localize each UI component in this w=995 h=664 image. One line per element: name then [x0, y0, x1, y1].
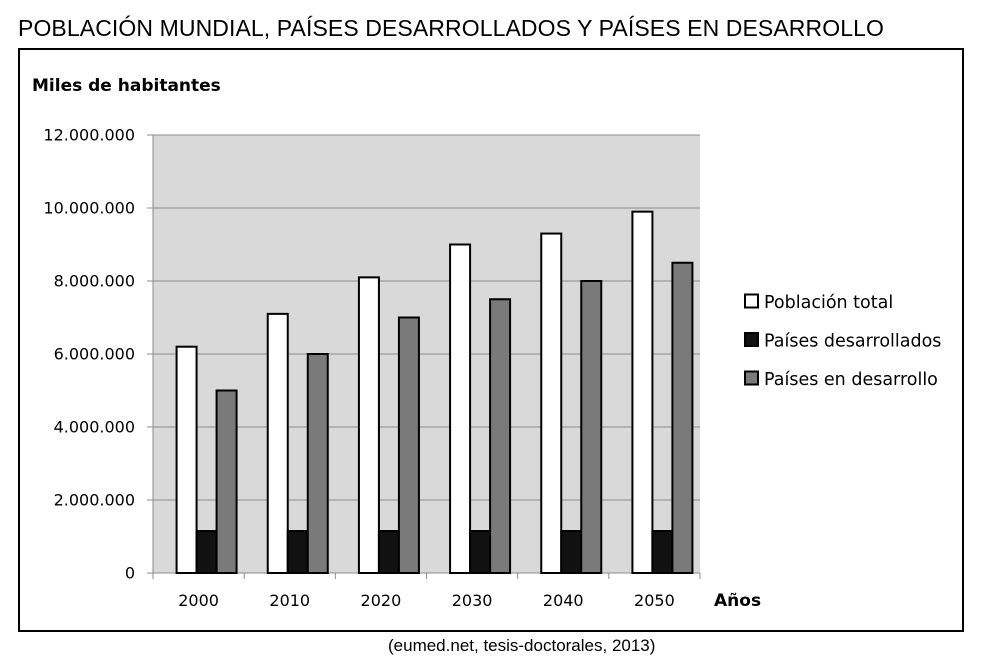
bar-poblaci-n-total-2050 [631, 210, 654, 574]
legend-swatch [744, 293, 759, 309]
bar-pa-ses-en-desarrollo-2050 [671, 261, 694, 574]
x-tick-label: 2000 [178, 591, 219, 610]
bar-pa-ses-en-desarrollo-2040 [580, 280, 603, 574]
legend-label: Población total [764, 293, 893, 313]
bar-poblaci-n-total-2000 [175, 345, 198, 575]
y-tick-label: 2.000.000 [54, 491, 135, 510]
bar-pa-ses-en-desarrollo-2000 [215, 389, 238, 574]
chart-title: POBLACIÓN MUNDIAL, PAÍSES DESARROLLADOS … [18, 15, 884, 41]
y-tick-label: 8.000.000 [54, 272, 135, 291]
bar-poblaci-n-total-2030 [449, 243, 472, 574]
bar-poblaci-n-total-2020 [357, 276, 380, 574]
y-tick-label: 10.000.000 [43, 199, 135, 218]
x-tick-label: 2020 [361, 591, 402, 610]
legend: Población total Países desarrollados Paíse… [744, 293, 941, 390]
plot-area: 0 2.000.000 4.000.000 6.000.000 8.000.000 10.… [43, 126, 701, 610]
chart-frame [18, 48, 964, 632]
x-axis-title: Años [714, 591, 761, 611]
bar-pa-ses-desarrollados-2000 [195, 530, 218, 575]
y-tick-label: 12.000.000 [43, 126, 135, 145]
source-citation: (eumed.net, tesis-doctorales, 2013) [388, 636, 656, 655]
x-tick-label: 2030 [452, 591, 493, 610]
bar-pa-ses-desarrollados-2050 [651, 530, 674, 575]
y-tick-label: 4.000.000 [54, 418, 135, 437]
bar-pa-ses-en-desarrollo-2010 [306, 353, 329, 574]
y-axis-title: Miles de habitantes [32, 76, 221, 96]
bar-pa-ses-desarrollados-2040 [560, 530, 583, 575]
bar-pa-ses-desarrollados-2030 [469, 530, 492, 575]
x-tick-label: 2040 [543, 591, 584, 610]
bar-poblaci-n-total-2040 [540, 232, 563, 575]
x-tick-label: 2050 [634, 591, 675, 610]
legend-label: Países en desarrollo [764, 370, 938, 390]
y-tick-label: 0 [125, 564, 135, 583]
legend-label: Países desarrollados [764, 332, 941, 352]
bar-pa-ses-desarrollados-2020 [377, 530, 400, 575]
legend-swatch [744, 332, 759, 347]
bar-pa-ses-en-desarrollo-2020 [397, 316, 420, 574]
x-tick-label: 2010 [269, 591, 310, 610]
bar-pa-ses-desarrollados-2010 [286, 530, 309, 575]
bar-pa-ses-en-desarrollo-2030 [489, 298, 512, 574]
legend-swatch [744, 370, 759, 386]
bar-poblaci-n-total-2010 [266, 312, 289, 574]
y-tick-label: 6.000.000 [54, 345, 135, 364]
